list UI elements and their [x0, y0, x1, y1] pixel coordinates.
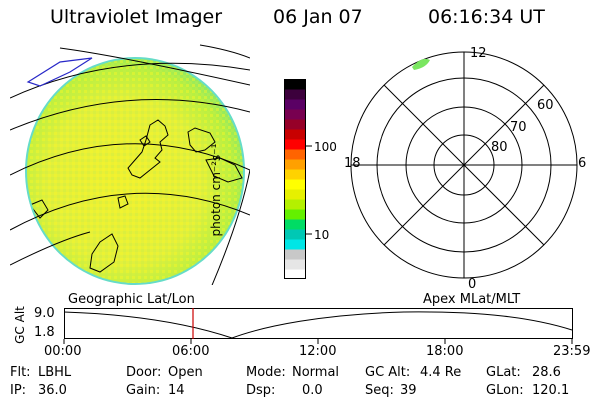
mlat-70-label: 70 [510, 120, 527, 135]
colorbar-segment [284, 219, 306, 230]
y-tick-bottom: 1.8 [34, 325, 55, 340]
colorbar-segment [284, 149, 306, 160]
glat-value: 28.6 [532, 365, 561, 380]
time-tick-3: 18:00 [426, 344, 464, 359]
seq-label: Seq: [365, 383, 394, 398]
ip-value: 36.0 [38, 383, 67, 398]
colorbar-segment [284, 189, 306, 200]
door-label: Door: [126, 365, 162, 380]
colorbar-segment [284, 269, 306, 280]
colorbar-segment [284, 119, 306, 130]
time-tick-0: 00:00 [44, 344, 82, 359]
geographic-label: Geographic Lat/Lon [68, 292, 195, 307]
colorbar [284, 79, 306, 280]
mlat-60-label: 60 [537, 98, 554, 113]
colorbar-segment [284, 99, 306, 110]
glon-value: 120.1 [532, 383, 570, 398]
lat-lon-grid [10, 44, 250, 285]
colorbar-tick-100: 100 [314, 140, 337, 154]
mlat-80-label: 80 [491, 140, 508, 155]
glon-label: GLon: [486, 383, 524, 398]
colorbar-segment [284, 159, 306, 170]
flt-value: LBHL [38, 365, 72, 380]
colorbar-segment [284, 229, 306, 240]
coastline-blue [26, 57, 93, 87]
colorbar-segment [284, 179, 306, 190]
colorbar-tick-10: 10 [314, 228, 330, 242]
mlt-0-label: 0 [468, 277, 477, 292]
colorbar-segment [284, 249, 306, 260]
glat-label: GLat: [486, 365, 521, 380]
door-value: Open [168, 365, 203, 380]
colorbar-unit-label: photon cm⁻²s⁻¹ [209, 143, 223, 237]
gc-alt-value: 4.4 Re [420, 365, 462, 380]
aurora-patch [412, 58, 430, 70]
colorbar-segment [284, 79, 306, 90]
colorbar-segment [284, 259, 306, 270]
dsp-value: 0.0 [302, 383, 323, 398]
date-label: 06 Jan 07 [273, 6, 363, 28]
time-label: 06:16:34 UT [428, 6, 545, 28]
mode-value: Normal [292, 365, 340, 380]
altitude-timeline [63, 308, 573, 344]
colorbar-segment [284, 209, 306, 220]
time-tick-1: 06:00 [172, 344, 210, 359]
dsp-label: Dsp: [246, 383, 276, 398]
colorbar-segment [284, 139, 306, 150]
apex-label: Apex MLat/MLT [423, 292, 521, 307]
instrument-title: Ultraviolet Imager [50, 6, 223, 28]
colorbar-frame [284, 79, 306, 279]
gain-value: 14 [168, 383, 185, 398]
colorbar-segment [284, 109, 306, 120]
time-tick-4: 23:59 [553, 344, 591, 359]
flt-label: Flt: [10, 365, 31, 380]
colorbar-segment [284, 239, 306, 250]
gc-alt-axis-label: GC Alt [13, 306, 27, 344]
mode-label: Mode: [246, 365, 286, 380]
colorbar-ticks [306, 145, 312, 235]
colorbar-segment [284, 129, 306, 140]
mlt-12-label: 12 [470, 46, 487, 61]
altitude-curve [63, 311, 573, 339]
mlt-6-label: 6 [578, 156, 587, 171]
mlt-18-label: 18 [344, 156, 361, 171]
seq-value: 39 [400, 383, 417, 398]
gain-label: Gain: [126, 383, 161, 398]
polar-plot [350, 51, 578, 279]
y-tick-top: 9.0 [34, 306, 55, 321]
ip-label: IP: [10, 383, 27, 398]
time-tick-2: 12:00 [299, 344, 337, 359]
colorbar-segment [284, 169, 306, 180]
colorbar-segment [284, 199, 306, 210]
gc-alt-label: GC Alt: [365, 365, 411, 380]
coastlines [29, 119, 243, 273]
timeline-frame [64, 308, 573, 339]
colorbar-segment [284, 89, 306, 100]
